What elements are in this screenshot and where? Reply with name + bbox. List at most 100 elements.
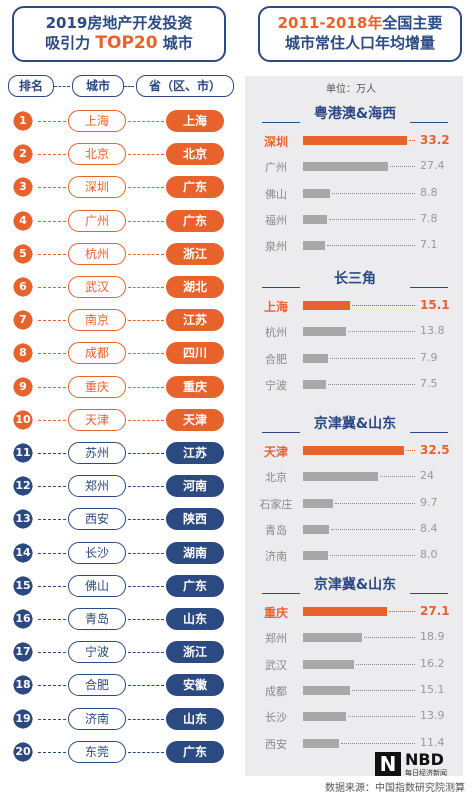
bar-value: 24 xyxy=(420,469,434,483)
city-pill: 广州 xyxy=(68,209,126,232)
row-connector xyxy=(38,552,66,554)
bar xyxy=(303,241,326,251)
rank-number: 18 xyxy=(15,678,31,692)
row-connector xyxy=(128,320,164,322)
bar-leader xyxy=(328,383,415,385)
rank-badge: 6 xyxy=(12,276,34,298)
bar-value: 13.8 xyxy=(420,324,445,338)
bar xyxy=(303,659,354,669)
bar-leader xyxy=(329,218,415,220)
row-connector xyxy=(38,220,66,222)
bar-leader xyxy=(406,450,415,451)
province-pill: 广东 xyxy=(166,740,224,763)
city-pill: 重庆 xyxy=(68,375,126,398)
bar xyxy=(303,446,405,455)
rank-badge: 7 xyxy=(12,309,34,331)
province-pill: 重庆 xyxy=(166,375,224,398)
bar-label: 福州 xyxy=(265,213,287,227)
bar-label: 西安 xyxy=(265,737,287,751)
ranking-row: 11 苏州 江苏 xyxy=(0,440,240,466)
bar-value: 33.2 xyxy=(420,133,450,147)
row-connector xyxy=(128,718,164,720)
bar-value: 16.2 xyxy=(420,656,445,670)
bar-label: 石家庄 xyxy=(259,497,293,511)
bar xyxy=(303,353,328,363)
city-pill: 西安 xyxy=(68,508,126,531)
rank-badge: 17 xyxy=(12,641,34,663)
bar-value: 7.9 xyxy=(420,350,438,364)
rank-number: 5 xyxy=(19,246,27,260)
ranking-row: 15 佛山 广东 xyxy=(0,573,240,599)
rank-number: 1 xyxy=(19,114,27,127)
province-pill: 广东 xyxy=(166,209,224,232)
unit-label: 单位：万人 xyxy=(326,84,376,95)
bar-label: 广州 xyxy=(265,161,287,175)
right-title-line1: 2011-2018年全国主要 xyxy=(260,13,460,33)
bar-value: 15.1 xyxy=(420,682,445,696)
bar-leader xyxy=(329,357,415,359)
bar xyxy=(303,685,351,695)
rank-number: 17 xyxy=(15,645,31,659)
bar xyxy=(303,633,362,643)
region-title: 京津冀&山东 xyxy=(300,574,410,594)
bar-label: 济南 xyxy=(265,550,287,564)
bar xyxy=(303,214,328,224)
column-header-divider xyxy=(124,86,134,87)
bar-value: 13.9 xyxy=(420,709,445,723)
city-pill: 上海 xyxy=(68,110,126,132)
ranking-row: 1 上海 上海 xyxy=(0,108,240,134)
rank-badge: 4 xyxy=(12,210,34,232)
bar-leader xyxy=(348,331,415,333)
bar-leader xyxy=(340,742,415,744)
rank-number: 20 xyxy=(15,744,31,758)
province-pill: 江苏 xyxy=(166,309,224,332)
bar xyxy=(303,188,331,198)
region-title: 粤港澳&海西 xyxy=(300,103,410,123)
ranking-row: 18 合肥 安徽 xyxy=(0,672,240,698)
bar-value: 11.4 xyxy=(420,735,445,749)
rank-number: 16 xyxy=(15,612,31,625)
row-connector xyxy=(38,519,66,521)
rank-badge: 19 xyxy=(12,708,34,730)
bar xyxy=(303,472,378,482)
province-pill: 浙江 xyxy=(166,242,224,265)
row-connector xyxy=(128,154,164,156)
province-pill: 山东 xyxy=(166,707,224,730)
row-connector xyxy=(38,751,66,753)
bar-leader xyxy=(389,611,415,612)
ranking-row: 16 青岛 山东 xyxy=(0,606,240,632)
ranking-row: 19 济南 山东 xyxy=(0,706,240,732)
bar-label: 深圳 xyxy=(263,135,288,149)
rank-badge: 15 xyxy=(12,575,34,597)
city-pill: 青岛 xyxy=(68,608,126,630)
city-pill: 南京 xyxy=(68,309,126,332)
province-pill: 浙江 xyxy=(166,641,224,664)
bar-leader xyxy=(352,305,415,306)
left-title-suffix: 城市 xyxy=(157,34,193,52)
province-pill: 河南 xyxy=(166,475,224,498)
row-connector xyxy=(38,353,66,355)
city-pill: 合肥 xyxy=(68,674,126,697)
bar-leader xyxy=(332,192,415,194)
bar-value: 7.1 xyxy=(420,238,438,252)
bar-label: 成都 xyxy=(265,684,287,698)
bar xyxy=(303,301,351,310)
rank-number: 15 xyxy=(15,578,31,592)
rank-number: 6 xyxy=(19,280,27,293)
bar-value: 7.5 xyxy=(420,376,438,390)
bar-label: 郑州 xyxy=(265,632,287,646)
rank-badge: 8 xyxy=(12,342,34,364)
row-connector xyxy=(38,121,66,122)
bar-value: 8.8 xyxy=(420,185,438,199)
row-connector xyxy=(128,652,164,654)
ranking-row: 8 成都 四川 xyxy=(0,340,240,366)
bar xyxy=(303,607,388,616)
rank-badge: 9 xyxy=(12,376,34,398)
bar-leader xyxy=(329,555,415,557)
ranking-row: 7 南京 江苏 xyxy=(0,307,240,333)
row-connector xyxy=(38,419,66,421)
rank-number: 13 xyxy=(15,512,31,526)
bar-leader xyxy=(335,502,415,504)
nbd-logo-text: NBD xyxy=(405,750,444,769)
row-connector xyxy=(128,519,164,521)
